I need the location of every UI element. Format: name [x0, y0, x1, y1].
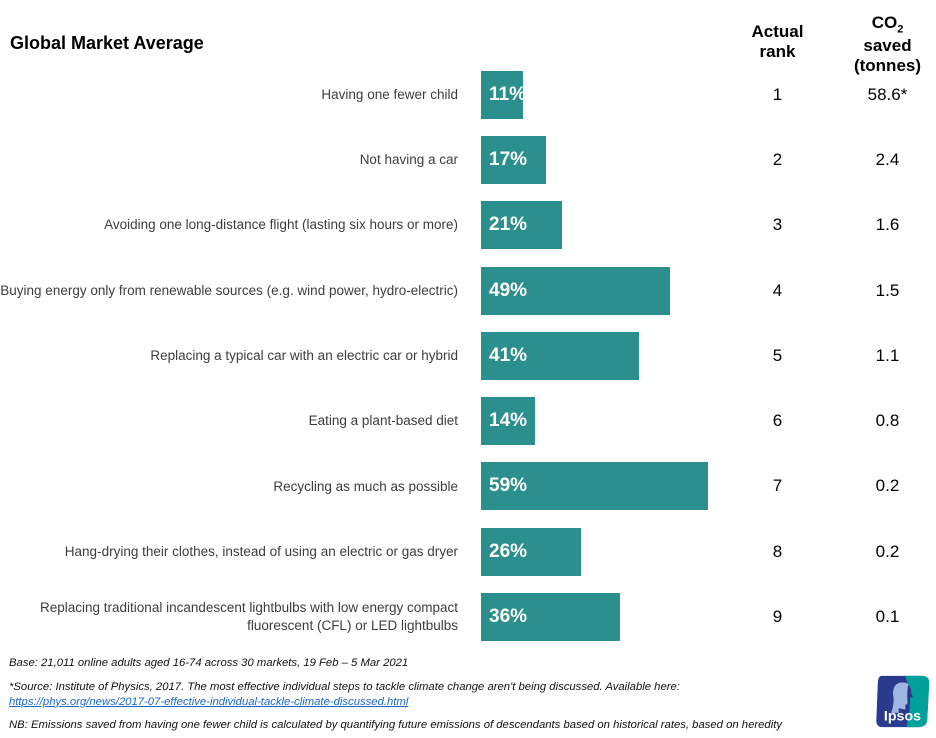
co2-value: 0.1 — [875, 607, 900, 627]
page-title: Global Market Average — [10, 33, 204, 53]
bar-value-label: 49% — [489, 279, 528, 301]
bar: 14% — [481, 397, 535, 446]
co2-value: 2.4 — [875, 149, 900, 169]
rank-value: 3 — [772, 215, 783, 235]
chart-row: Not having a car 17% 2 2.4 — [0, 127, 936, 192]
bar: 17% — [481, 135, 546, 184]
source-link[interactable]: https://phys.org/news/2017-07-effective-… — [9, 695, 409, 708]
co2-value: 0.2 — [875, 476, 900, 496]
rank-value: 5 — [772, 345, 783, 365]
row-label: Having one fewer child — [321, 86, 458, 102]
bar: 49% — [481, 266, 670, 315]
co2-header-prefix: CO — [871, 13, 898, 32]
co2-value: 0.8 — [875, 411, 900, 431]
bar: 21% — [481, 201, 562, 250]
column-header-actual-rank: Actual rank — [730, 22, 825, 62]
rank-value: 4 — [772, 280, 783, 300]
bar-value-label: 21% — [489, 214, 528, 236]
bar-cell: 17% — [470, 135, 730, 184]
rank-value: 8 — [772, 541, 783, 561]
bar-cell: 21% — [470, 201, 730, 250]
bar-value-label: 59% — [489, 475, 528, 497]
row-label: Hang-drying their clothes, instead of us… — [64, 543, 458, 559]
co2-value: 1.6 — [875, 215, 900, 235]
co2-value: 1.1 — [875, 345, 900, 365]
row-label: Recycling as much as possible — [273, 478, 458, 494]
rank-value: 6 — [772, 411, 783, 431]
row-label: Buying energy only from renewable source… — [0, 282, 458, 298]
bar: 11% — [481, 70, 526, 119]
bar: 59% — [481, 462, 708, 511]
rank-header-line1: Actual — [751, 22, 804, 41]
chart-row: Having one fewer child 11% 1 58.6* — [0, 62, 936, 127]
rank-value: 2 — [772, 149, 783, 169]
bar-value-label: 11% — [489, 83, 526, 105]
chart-row: Replacing traditional incandescent light… — [0, 584, 936, 649]
bar-value-label: 14% — [489, 410, 528, 432]
rank-header-line2: rank — [759, 42, 796, 62]
row-label: Eating a plant-based diet — [308, 413, 458, 429]
bar-value-label: 41% — [489, 344, 528, 366]
ipsos-logo-text: Ipsos — [884, 709, 921, 725]
bar-cell: 49% — [470, 266, 730, 315]
co2-header-line3: (tonnes) — [853, 56, 922, 76]
bar-value-label: 26% — [489, 540, 528, 562]
co2-header-subscript: 2 — [897, 23, 904, 36]
bar-cell: 59% — [470, 462, 730, 511]
bar-value-label: 17% — [489, 148, 528, 170]
nb-note: NB: Emissions saved from having one fewe… — [9, 718, 782, 731]
bar-cell: 26% — [470, 527, 730, 576]
source-note: *Source: Institute of Physics, 2017. The… — [9, 680, 680, 693]
chart-row: Buying energy only from renewable source… — [0, 258, 936, 323]
chart-row: Avoiding one long-distance flight (lasti… — [0, 193, 936, 258]
bar-chart: Having one fewer child 11% 1 58.6* Not h… — [0, 62, 936, 650]
row-label: Avoiding one long-distance flight (lasti… — [104, 217, 458, 233]
chart-row: Replacing a typical car with an electric… — [0, 323, 936, 388]
bar: 26% — [481, 527, 581, 576]
bar-cell: 14% — [470, 397, 730, 446]
ipsos-logo: Ipsos — [876, 675, 930, 728]
column-header-co2-saved: CO2 saved (tonnes) — [825, 13, 936, 76]
chart-row: Eating a plant-based diet 14% 6 0.8 — [0, 388, 936, 453]
rank-value: 9 — [772, 607, 783, 627]
co2-header-line2: saved — [863, 36, 912, 56]
chart-row: Hang-drying their clothes, instead of us… — [0, 519, 936, 584]
co2-value: 58.6* — [867, 84, 908, 104]
row-label: Replacing traditional incandescent light… — [40, 600, 458, 634]
bar-cell: 11% — [470, 70, 730, 119]
bar-cell: 41% — [470, 331, 730, 380]
row-label: Not having a car — [359, 152, 458, 168]
bar-cell: 36% — [470, 593, 730, 642]
base-note: Base: 21,011 online adults aged 16-74 ac… — [9, 657, 409, 669]
bar: 41% — [481, 331, 639, 380]
chart-row: Recycling as much as possible 59% 7 0.2 — [0, 454, 936, 519]
row-label: Replacing a typical car with an electric… — [150, 348, 458, 364]
rank-value: 1 — [772, 84, 783, 104]
co2-value: 0.2 — [875, 541, 900, 561]
co2-value: 1.5 — [875, 280, 900, 300]
rank-value: 7 — [772, 476, 783, 496]
bar: 36% — [481, 593, 620, 642]
bar-value-label: 36% — [489, 606, 528, 628]
footnotes: Base: 21,011 online adults aged 16-74 ac… — [9, 656, 869, 733]
